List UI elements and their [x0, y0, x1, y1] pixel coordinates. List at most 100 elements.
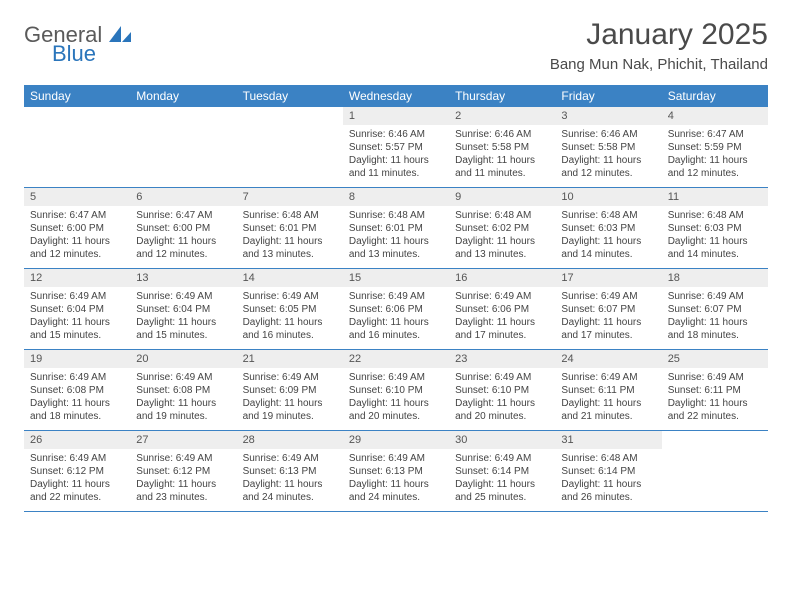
sail-icon [109, 26, 131, 47]
sunrise-text: Sunrise: 6:49 AM [349, 452, 443, 465]
day-number: 15 [343, 269, 449, 287]
calendar-cell [24, 107, 130, 187]
day-info: Sunrise: 6:48 AMSunset: 6:03 PMDaylight:… [662, 208, 768, 265]
day-number: 17 [555, 269, 661, 287]
calendar-cell: 8Sunrise: 6:48 AMSunset: 6:01 PMDaylight… [343, 188, 449, 268]
sunset-text: Sunset: 6:10 PM [349, 384, 443, 397]
sunset-text: Sunset: 6:00 PM [136, 222, 230, 235]
sunset-text: Sunset: 6:01 PM [349, 222, 443, 235]
daylight-text: Daylight: 11 hours and 19 minutes. [136, 397, 230, 423]
daylight-text: Daylight: 11 hours and 20 minutes. [455, 397, 549, 423]
sunset-text: Sunset: 6:08 PM [136, 384, 230, 397]
sunset-text: Sunset: 6:07 PM [561, 303, 655, 316]
daylight-text: Daylight: 11 hours and 25 minutes. [455, 478, 549, 504]
sunset-text: Sunset: 6:14 PM [455, 465, 549, 478]
day-number: 27 [130, 431, 236, 449]
day-info: Sunrise: 6:49 AMSunset: 6:08 PMDaylight:… [24, 370, 130, 427]
daylight-text: Daylight: 11 hours and 11 minutes. [349, 154, 443, 180]
calendar-cell: 22 Sunrise: 6:49 AMSunset: 6:10 PMDayligh… [343, 350, 449, 430]
calendar-cell: 20 Sunrise: 6:49 AMSunset: 6:08 PMDayligh… [130, 350, 236, 430]
sunrise-text: Sunrise: 6:48 AM [668, 209, 762, 222]
day-info: Sunrise: 6:49 AMSunset: 6:05 PMDaylight:… [237, 289, 343, 346]
sunset-text: Sunset: 5:59 PM [668, 141, 762, 154]
day-info: Sunrise: 6:49 AMSunset: 6:11 PMDaylight:… [555, 370, 661, 427]
calendar-cell: 25Sunrise: 6:49 AMSunset: 6:11 PMDayligh… [662, 350, 768, 430]
day-number: 13 [130, 269, 236, 287]
sunrise-text: Sunrise: 6:48 AM [455, 209, 549, 222]
day-info: Sunrise: 6:47 AMSunset: 5:59 PMDaylight:… [662, 127, 768, 184]
sunrise-text: Sunrise: 6:48 AM [561, 209, 655, 222]
calendar-cell: 17 Sunrise: 6:49 AMSunset: 6:07 PMDayligh… [555, 269, 661, 349]
sunset-text: Sunset: 6:11 PM [668, 384, 762, 397]
daylight-text: Daylight: 11 hours and 20 minutes. [349, 397, 443, 423]
day-info: Sunrise: 6:49 AMSunset: 6:07 PMDaylight:… [555, 289, 661, 346]
sunset-text: Sunset: 6:12 PM [136, 465, 230, 478]
daylight-text: Daylight: 11 hours and 12 minutes. [136, 235, 230, 261]
sunset-text: Sunset: 6:11 PM [561, 384, 655, 397]
day-number: 1 [343, 107, 449, 125]
day-number: 29 [343, 431, 449, 449]
sunrise-text: Sunrise: 6:46 AM [561, 128, 655, 141]
sunrise-text: Sunrise: 6:49 AM [561, 290, 655, 303]
sunrise-text: Sunrise: 6:48 AM [561, 452, 655, 465]
calendar-cell [130, 107, 236, 187]
sunrise-text: Sunrise: 6:49 AM [455, 290, 549, 303]
day-info: Sunrise: 6:49 AMSunset: 6:06 PMDaylight:… [449, 289, 555, 346]
day-number: 6 [130, 188, 236, 206]
sunset-text: Sunset: 6:14 PM [561, 465, 655, 478]
sunrise-text: Sunrise: 6:49 AM [136, 371, 230, 384]
page-title: January 2025 [550, 18, 768, 52]
sunrise-text: Sunrise: 6:49 AM [243, 452, 337, 465]
daylight-text: Daylight: 11 hours and 17 minutes. [561, 316, 655, 342]
daylight-text: Daylight: 11 hours and 18 minutes. [30, 397, 124, 423]
sunset-text: Sunset: 6:04 PM [30, 303, 124, 316]
sunrise-text: Sunrise: 6:49 AM [668, 371, 762, 384]
dayname-thu: Thursday [449, 85, 555, 107]
sunset-text: Sunset: 5:58 PM [455, 141, 549, 154]
calendar-cell: 21Sunrise: 6:49 AMSunset: 6:09 PMDayligh… [237, 350, 343, 430]
daylight-text: Daylight: 11 hours and 13 minutes. [455, 235, 549, 261]
calendar-cell: 4Sunrise: 6:47 AMSunset: 5:59 PMDaylight… [662, 107, 768, 187]
week-row: 12Sunrise: 6:49 AMSunset: 6:04 PMDayligh… [24, 269, 768, 350]
day-number: 25 [662, 350, 768, 368]
sunset-text: Sunset: 6:12 PM [30, 465, 124, 478]
sunrise-text: Sunrise: 6:46 AM [349, 128, 443, 141]
day-number: 20 [130, 350, 236, 368]
sunrise-text: Sunrise: 6:49 AM [30, 371, 124, 384]
day-info: Sunrise: 6:49 AMSunset: 6:12 PMDaylight:… [130, 451, 236, 508]
day-info: Sunrise: 6:46 AMSunset: 5:57 PMDaylight:… [343, 127, 449, 184]
day-number: 16 [449, 269, 555, 287]
day-number: 14 [237, 269, 343, 287]
day-info: Sunrise: 6:49 AMSunset: 6:04 PMDaylight:… [130, 289, 236, 346]
day-number: 10 [555, 188, 661, 206]
calendar-cell: 14 Sunrise: 6:49 AMSunset: 6:05 PMDayligh… [237, 269, 343, 349]
sunset-text: Sunset: 5:58 PM [561, 141, 655, 154]
day-number: 28 [237, 431, 343, 449]
day-number: 11 [662, 188, 768, 206]
sunset-text: Sunset: 6:13 PM [349, 465, 443, 478]
sunrise-text: Sunrise: 6:49 AM [349, 290, 443, 303]
calendar-cell: 13 Sunrise: 6:49 AMSunset: 6:04 PMDayligh… [130, 269, 236, 349]
sunrise-text: Sunrise: 6:49 AM [455, 371, 549, 384]
sunrise-text: Sunrise: 6:49 AM [349, 371, 443, 384]
calendar-cell: 6Sunrise: 6:47 AMSunset: 6:00 PMDaylight… [130, 188, 236, 268]
day-number: 23 [449, 350, 555, 368]
sunrise-text: Sunrise: 6:49 AM [243, 371, 337, 384]
sunset-text: Sunset: 6:13 PM [243, 465, 337, 478]
day-number: 22 [343, 350, 449, 368]
sunrise-text: Sunrise: 6:48 AM [349, 209, 443, 222]
sunset-text: Sunset: 6:09 PM [243, 384, 337, 397]
day-info: Sunrise: 6:49 AMSunset: 6:04 PMDaylight:… [24, 289, 130, 346]
week-row: 1 Sunrise: 6:46 AMSunset: 5:57 PMDaylight… [24, 107, 768, 188]
calendar-cell: 23Sunrise: 6:49 AMSunset: 6:10 PMDayligh… [449, 350, 555, 430]
day-number: 21 [237, 350, 343, 368]
sunset-text: Sunset: 6:08 PM [30, 384, 124, 397]
calendar-cell: 29Sunrise: 6:49 AMSunset: 6:13 PMDayligh… [343, 431, 449, 511]
day-info: Sunrise: 6:46 AMSunset: 5:58 PMDaylight:… [449, 127, 555, 184]
calendar-cell: 19Sunrise: 6:49 AMSunset: 6:08 PMDayligh… [24, 350, 130, 430]
daylight-text: Daylight: 11 hours and 14 minutes. [668, 235, 762, 261]
dayname-wed: Wednesday [343, 85, 449, 107]
day-info: Sunrise: 6:49 AMSunset: 6:12 PMDaylight:… [24, 451, 130, 508]
title-block: January 2025 Bang Mun Nak, Phichit, Thai… [550, 18, 768, 73]
logo: General Blue [24, 24, 131, 65]
